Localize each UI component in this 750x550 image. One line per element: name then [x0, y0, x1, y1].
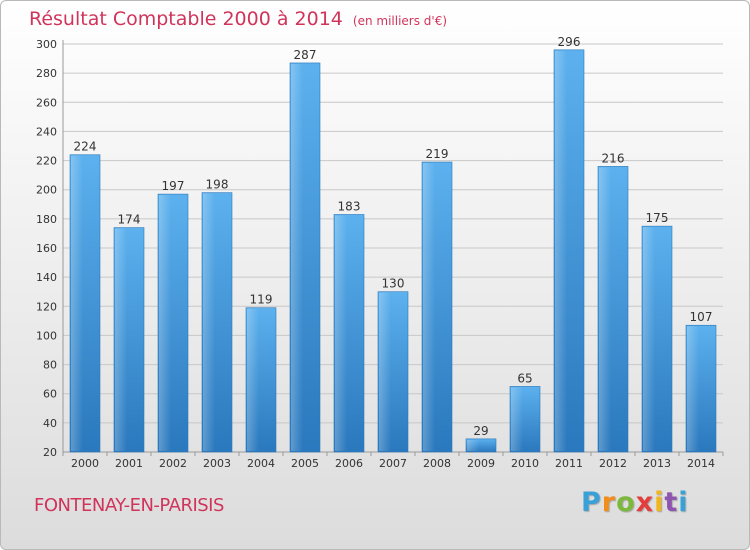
value-label: 175 [646, 211, 669, 225]
value-label: 183 [338, 199, 361, 213]
value-label: 296 [558, 35, 581, 49]
bar-highlight [203, 193, 215, 451]
chart-unit: (en milliers d'€) [352, 14, 448, 28]
y-tick-label: 80 [43, 359, 57, 372]
x-tick-label: 2004 [247, 457, 275, 470]
value-label: 29 [473, 424, 488, 438]
value-label: 119 [250, 293, 273, 307]
x-tick-label: 2002 [159, 457, 187, 470]
value-label: 216 [602, 151, 625, 165]
y-tick-label: 220 [36, 155, 57, 168]
bar-highlight [247, 308, 259, 451]
y-tick-label: 180 [36, 213, 57, 226]
x-tick-label: 2011 [555, 457, 583, 470]
value-label: 224 [74, 140, 97, 154]
bar-highlight [467, 439, 479, 451]
chart-title: Résultat Comptable 2000 à 2014 (en millie… [29, 8, 447, 30]
bar-highlight [599, 167, 611, 451]
x-tick-label: 2005 [291, 457, 319, 470]
y-tick-label: 160 [36, 242, 57, 255]
y-tick-label: 260 [36, 96, 57, 109]
bar-highlight [555, 50, 567, 451]
bar-highlight [687, 326, 699, 451]
value-label: 219 [426, 147, 449, 161]
bar-highlight [335, 215, 347, 451]
value-label: 65 [517, 371, 532, 385]
value-label: 197 [162, 179, 185, 193]
bar-highlight [115, 228, 127, 451]
y-tick-label: 20 [43, 446, 57, 459]
x-tick-label: 2010 [511, 457, 539, 470]
x-tick-label: 2012 [599, 457, 627, 470]
bar-highlight [511, 387, 523, 451]
bar-highlight [423, 163, 435, 451]
y-tick-label: 200 [36, 184, 57, 197]
y-tick-label: 100 [36, 329, 57, 342]
chart-title-text: Résultat Comptable 2000 à 2014 [29, 8, 343, 30]
proxiti-logo[interactable]: Proxiti [581, 487, 689, 518]
bar-highlight [291, 63, 303, 451]
bar-highlight [643, 227, 655, 451]
y-tick-label: 240 [36, 125, 57, 138]
x-tick-label: 2000 [71, 457, 99, 470]
value-label: 198 [206, 178, 229, 192]
x-tick-label: 2013 [643, 457, 671, 470]
y-tick-label: 40 [43, 417, 57, 430]
commune-name: FONTENAY-EN-PARISIS [34, 495, 224, 516]
value-label: 174 [118, 213, 141, 227]
y-tick-label: 280 [36, 67, 57, 80]
x-tick-label: 2009 [467, 457, 495, 470]
value-label: 287 [294, 48, 317, 62]
value-label: 107 [690, 310, 713, 324]
x-tick-label: 2003 [203, 457, 231, 470]
bar-highlight [379, 292, 391, 451]
bar-highlight [159, 195, 171, 451]
y-tick-label: 120 [36, 300, 57, 313]
y-tick-label: 300 [36, 38, 57, 51]
y-tick-label: 140 [36, 271, 57, 284]
x-tick-label: 2001 [115, 457, 143, 470]
y-tick-label: 60 [43, 388, 57, 401]
bar-highlight [71, 155, 83, 451]
x-tick-label: 2008 [423, 457, 451, 470]
x-tick-label: 2007 [379, 457, 407, 470]
value-label: 130 [382, 277, 405, 291]
x-tick-label: 2006 [335, 457, 363, 470]
x-tick-label: 2014 [687, 457, 715, 470]
